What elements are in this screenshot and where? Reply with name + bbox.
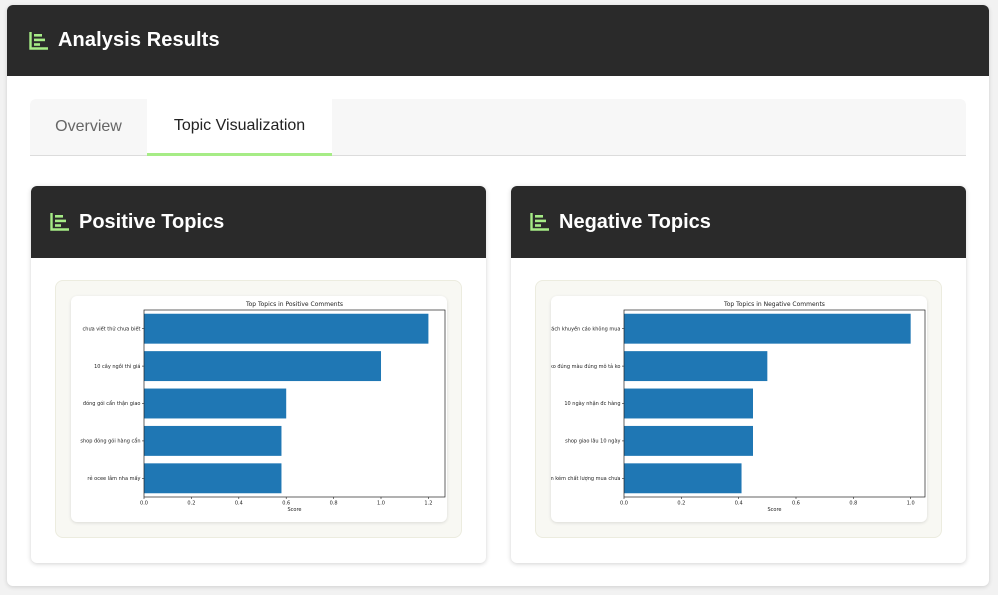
- x-tick-label: 1.2: [424, 501, 432, 507]
- chart-title: Top Topics in Positive Comments: [245, 301, 343, 308]
- bar: [144, 313, 429, 344]
- analysis-results-card: Analysis Results Overview Topic Visualiz…: [7, 5, 989, 586]
- y-tick-label: rẻ ocee lắm nha mấy: [87, 475, 140, 482]
- x-tick-label: 0.2: [677, 501, 685, 507]
- bar: [624, 463, 742, 494]
- x-tick-label: 0.2: [187, 501, 195, 507]
- plot-frame: [623, 309, 926, 498]
- negative-chart-image: Top Topics in Negative Comments rách khuy…: [551, 296, 927, 522]
- negative-panel-header: Negative Topics: [511, 186, 966, 258]
- bar: [144, 351, 382, 382]
- positive-panel-title: Positive Topics: [79, 210, 225, 233]
- negative-panel-title: Negative Topics: [559, 210, 711, 233]
- y-tick-label: 10 cây ngồi thì giá: [94, 362, 140, 370]
- positive-panel-header: Positive Topics: [31, 186, 486, 258]
- bar-chart-icon: [530, 213, 549, 231]
- card-header: Analysis Results: [7, 5, 989, 76]
- positive-topics-chart: Top Topics in Positive Comments chưa viết…: [80, 301, 446, 513]
- y-tick-label: sốc ko đúng màu đúng mô tả ko: [551, 363, 621, 370]
- positive-topics-panel: Positive Topics Top Topics in Positive C…: [31, 186, 486, 563]
- bar: [144, 463, 282, 494]
- x-tick-label: 1.0: [377, 501, 385, 507]
- x-tick-label: 0.6: [792, 501, 800, 507]
- bar-chart-icon: [29, 31, 48, 50]
- positive-chart-image: Top Topics in Positive Comments chưa viết…: [71, 296, 447, 522]
- bar: [144, 388, 287, 419]
- bar: [624, 351, 768, 382]
- x-tick-label: 0.4: [735, 501, 743, 507]
- y-tick-label: đóng gói cẩn thận giao: [83, 400, 141, 407]
- bar: [624, 313, 911, 344]
- x-tick-label: 0.4: [235, 501, 243, 507]
- x-tick-label: 0.0: [620, 501, 628, 507]
- chart-title: Top Topics in Negative Comments: [723, 301, 825, 308]
- y-tick-label: 10 ngày nhận đc hàng: [564, 400, 620, 407]
- x-tick-label: 1.0: [907, 501, 915, 507]
- x-tick-label: 0.6: [282, 501, 290, 507]
- tab-bar: Overview Topic Visualization: [30, 99, 966, 156]
- y-tick-label: shop giao lâu 10 ngày: [565, 438, 620, 445]
- bar: [144, 425, 282, 456]
- tab-topic-visualization[interactable]: Topic Visualization: [147, 99, 332, 156]
- negative-topics-panel: Negative Topics Top Topics in Negative C…: [511, 186, 966, 563]
- bar: [624, 388, 753, 419]
- x-axis-label: Score: [767, 507, 781, 513]
- bar: [624, 425, 753, 456]
- negative-topics-chart: Top Topics in Negative Comments rách khuy…: [551, 301, 926, 513]
- negative-chart-frame: Top Topics in Negative Comments rách khuy…: [535, 280, 942, 538]
- y-tick-label: rách khuyến cáo không mua: [551, 325, 621, 332]
- y-tick-label: shop đóng gói hàng cẩn: [80, 438, 140, 445]
- tab-overview[interactable]: Overview: [55, 118, 122, 135]
- plot-frame: [143, 309, 446, 498]
- y-tick-label: sản phẩm kém chất lượng mua chưa: [551, 475, 621, 482]
- page-title: Analysis Results: [58, 29, 220, 51]
- bar-chart-icon: [50, 213, 69, 231]
- x-tick-label: 0.0: [140, 501, 148, 507]
- positive-chart-frame: Top Topics in Positive Comments chưa viết…: [55, 280, 462, 538]
- y-tick-label: chưa viết thử chưa biết: [83, 325, 141, 332]
- x-tick-label: 0.8: [330, 501, 338, 507]
- x-axis-label: Score: [287, 507, 301, 513]
- x-tick-label: 0.8: [849, 501, 857, 507]
